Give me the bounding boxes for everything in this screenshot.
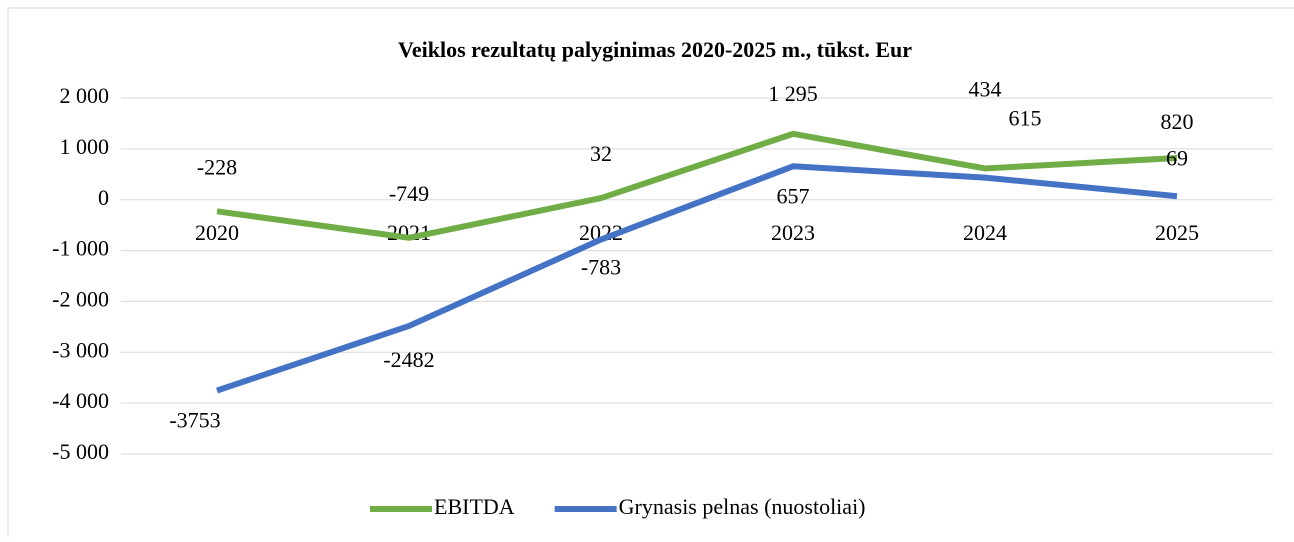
data-label: 69 xyxy=(1166,145,1188,170)
y-tick-label: -4 000 xyxy=(52,388,109,413)
y-tick-label: -3 000 xyxy=(52,337,109,362)
data-label: -783 xyxy=(581,255,621,280)
x-tick-label: 2024 xyxy=(963,220,1007,245)
y-tick-label: 1 000 xyxy=(60,134,110,159)
y-tick-label: 2 000 xyxy=(60,83,110,108)
legend-label: Grynasis pelnas (nuostoliai) xyxy=(619,494,866,519)
y-tick-label: -1 000 xyxy=(52,236,109,261)
data-label: 32 xyxy=(590,141,612,166)
x-tick-label: 2020 xyxy=(195,220,239,245)
x-tick-label: 2023 xyxy=(771,220,815,245)
data-label: -3753 xyxy=(169,408,220,433)
chart-border xyxy=(7,7,1294,542)
chart-title: Veiklos rezultatų palyginimas 2020-2025 … xyxy=(398,37,912,62)
series-line xyxy=(216,130,1178,241)
data-label: 434 xyxy=(969,77,1002,102)
y-tick-label: -2 000 xyxy=(52,286,109,311)
data-label: 615 xyxy=(1009,105,1042,130)
data-label: 820 xyxy=(1161,109,1194,134)
y-tick-label: 0 xyxy=(98,185,109,210)
data-label: -228 xyxy=(197,154,237,179)
series-line xyxy=(216,163,1178,394)
data-label: -749 xyxy=(389,181,429,206)
data-label: -2482 xyxy=(383,347,434,372)
data-label: 657 xyxy=(777,183,810,208)
x-tick-label: 2025 xyxy=(1155,220,1199,245)
legend-label: EBITDA xyxy=(434,494,515,519)
y-tick-label: -5 000 xyxy=(52,439,109,464)
data-label: 1 295 xyxy=(768,81,818,106)
